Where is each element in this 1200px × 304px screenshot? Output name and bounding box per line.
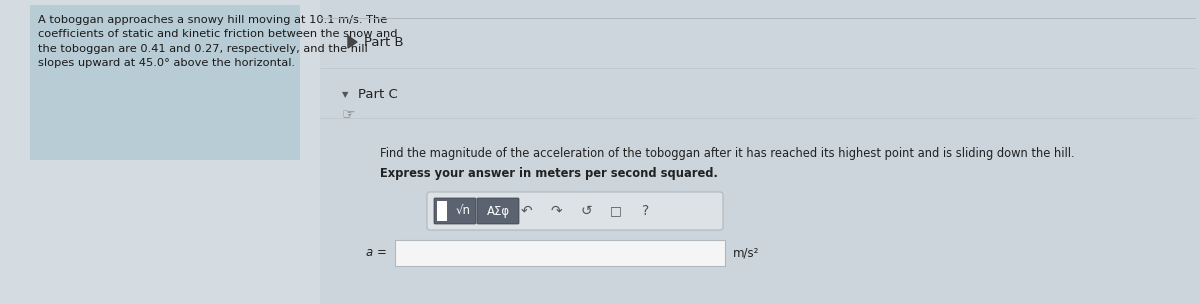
Text: ↺: ↺ <box>580 204 592 218</box>
Polygon shape <box>348 36 358 48</box>
FancyBboxPatch shape <box>437 201 446 221</box>
FancyBboxPatch shape <box>434 198 476 224</box>
Text: √n: √n <box>456 205 470 217</box>
Text: AΣφ: AΣφ <box>486 205 510 217</box>
Text: A toboggan approaches a snowy hill moving at 10.1 m/s. The
coefficients of stati: A toboggan approaches a snowy hill movin… <box>38 15 397 68</box>
Text: ☞: ☞ <box>342 107 355 122</box>
Text: Find the magnitude of the acceleration of the toboggan after it has reached its : Find the magnitude of the acceleration o… <box>380 147 1075 160</box>
FancyBboxPatch shape <box>30 5 300 160</box>
FancyBboxPatch shape <box>320 70 1200 304</box>
FancyBboxPatch shape <box>427 192 722 230</box>
Text: □: □ <box>610 205 622 217</box>
Text: Part B: Part B <box>364 36 403 49</box>
FancyBboxPatch shape <box>478 198 520 224</box>
FancyBboxPatch shape <box>395 240 725 266</box>
Text: Express your answer in meters per second squared.: Express your answer in meters per second… <box>380 167 718 180</box>
Text: ▼: ▼ <box>342 90 348 99</box>
Text: ?: ? <box>642 204 649 218</box>
Text: ↷: ↷ <box>550 204 562 218</box>
Text: Part C: Part C <box>358 88 397 102</box>
Text: m/s²: m/s² <box>733 247 760 260</box>
Text: ↶: ↶ <box>520 204 532 218</box>
FancyBboxPatch shape <box>320 0 1200 304</box>
Text: a =: a = <box>366 247 386 260</box>
